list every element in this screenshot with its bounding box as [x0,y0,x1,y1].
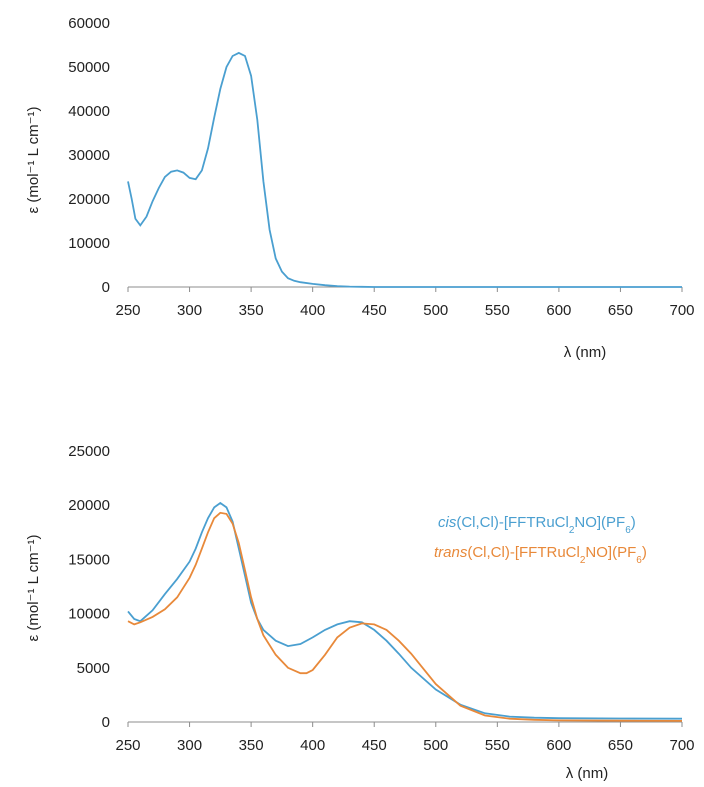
x-tick-label: 450 [362,302,387,319]
x-tick-label: 250 [115,737,140,754]
y-tick-label: 15000 [68,551,110,568]
x-tick-labels: 250 300 350 400 450 500 550 600 650 700 [115,722,695,754]
x-tick-label: 300 [177,302,202,319]
y-tick-label: 0 [102,279,110,296]
x-tick-label: 650 [608,302,633,319]
y-tick-label: 60000 [68,15,110,32]
y-tick-label: 25000 [68,443,110,460]
x-tick-label: 350 [239,737,264,754]
legend: cis(Cl,Cl)-[FFTRuCl2NO](PF6) trans(Cl,Cl… [434,514,647,566]
y-tick-label: 0 [102,714,110,731]
x-tick-label: 400 [300,737,325,754]
chart-bottom: 0 5000 10000 15000 20000 25000 250 300 350 400 45… [25,443,695,782]
x-tick-label: 450 [362,737,387,754]
x-tick-label: 700 [669,302,694,319]
x-tick-label: 400 [300,302,325,319]
legend-entry-cis: cis(Cl,Cl)-[FFTRuCl2NO](PF6) [438,514,636,536]
x-tick-labels: 250 300 350 400 450 500 550 600 650 700 [115,287,695,319]
y-tick-label: 40000 [68,103,110,120]
legend-entry-trans: trans(Cl,Cl)-[FFTRuCl2NO](PF6) [434,544,647,566]
x-tick-label: 300 [177,737,202,754]
chart-top: 0 10000 20000 30000 40000 50000 60000 250 300 35… [25,15,695,361]
y-tick-label: 20000 [68,191,110,208]
x-tick-label: 500 [423,737,448,754]
y-tick-label: 50000 [68,59,110,76]
y-axis-label: ε (mol⁻¹ L cm⁻¹) [25,107,42,214]
x-tick-label: 650 [608,737,633,754]
x-tick-label: 500 [423,302,448,319]
x-axis-label: λ (nm) [566,765,609,782]
x-tick-label: 250 [115,302,140,319]
series-line [127,51,682,288]
x-tick-label: 550 [485,737,510,754]
x-tick-label: 600 [546,302,571,319]
y-tick-labels: 0 5000 10000 15000 20000 25000 [68,443,110,731]
x-tick-label: 350 [239,302,264,319]
series-line-cis [127,501,683,720]
x-tick-label: 600 [546,737,571,754]
y-tick-label: 20000 [68,497,110,514]
x-axis-label: λ (nm) [564,344,607,361]
series-line-trans [127,511,683,722]
y-tick-label: 10000 [68,235,110,252]
y-tick-label: 5000 [77,660,110,677]
x-tick-label: 700 [669,737,694,754]
y-tick-label: 10000 [68,606,110,623]
y-tick-labels: 0 10000 20000 30000 40000 50000 60000 [68,15,110,296]
x-tick-label: 550 [485,302,510,319]
y-tick-label: 30000 [68,147,110,164]
y-axis-label: ε (mol⁻¹ L cm⁻¹) [25,535,42,642]
